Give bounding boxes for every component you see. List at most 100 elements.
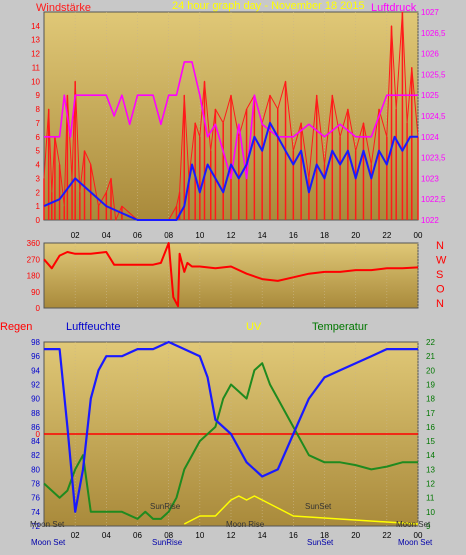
y-tick-label: 86 bbox=[31, 423, 40, 432]
x-tick-label: 20 bbox=[351, 531, 360, 540]
x-tick-label: 00 bbox=[414, 231, 423, 240]
panel3-right-axis: 9 10 11 12 13 14 15 16 17 18 19 20 21 22 bbox=[426, 338, 435, 531]
temperature-line bbox=[43, 362, 418, 520]
x-tick-label: 18 bbox=[320, 231, 329, 240]
panel3-grid bbox=[74, 342, 419, 526]
sunset-label: SunSet bbox=[305, 502, 332, 511]
y-tick-label: 7 bbox=[36, 119, 41, 128]
y-tick-label: 21 bbox=[426, 352, 435, 361]
y-tick-label: 22 bbox=[426, 338, 435, 347]
x-tick-label: 10 bbox=[195, 231, 204, 240]
y-tick-label: 76 bbox=[31, 494, 40, 503]
uv-line bbox=[183, 495, 419, 525]
y-tick-label: 13 bbox=[426, 465, 435, 474]
x-tick-label: 06 bbox=[133, 531, 142, 540]
y-tick-label: 18 bbox=[426, 395, 435, 404]
y-tick-label: 1022,5 bbox=[421, 195, 446, 204]
y-tick-label: 1026 bbox=[421, 50, 439, 59]
wind-average-line bbox=[43, 121, 418, 221]
y-tick-label: 78 bbox=[31, 480, 40, 489]
x-tick-label: 16 bbox=[289, 531, 298, 540]
y-tick-label: 5 bbox=[36, 147, 41, 156]
y-tick-label: 3 bbox=[36, 174, 41, 183]
y-tick-label: 16 bbox=[426, 423, 435, 432]
x-tick-label: 14 bbox=[258, 231, 267, 240]
y-tick-label: 9 bbox=[36, 91, 41, 100]
x-tick-label: 12 bbox=[227, 231, 236, 240]
pressure-label: Luftdruck bbox=[371, 2, 417, 14]
y-tick-label: 360 bbox=[27, 239, 41, 248]
temperature-label: Temperatur bbox=[312, 321, 368, 333]
y-tick-label: 1025 bbox=[421, 91, 439, 100]
rain-label: Regen bbox=[0, 321, 32, 333]
y-tick-label: 0 bbox=[36, 216, 41, 225]
axis-sunset-label: SunSet bbox=[307, 538, 334, 547]
y-tick-label: 1022 bbox=[421, 216, 439, 225]
y-tick-label: 17 bbox=[426, 409, 435, 418]
y-tick-label: 180 bbox=[27, 272, 41, 281]
y-tick-label: 94 bbox=[31, 366, 40, 375]
y-tick-label: 98 bbox=[31, 338, 40, 347]
direction-letter: N bbox=[436, 240, 444, 252]
axis-moon-set-right-label: Moon Set bbox=[398, 538, 433, 547]
panel1-series bbox=[43, 11, 419, 221]
y-tick-label: 1026,5 bbox=[421, 29, 446, 38]
x-tick-label: 02 bbox=[71, 231, 80, 240]
y-tick-label: 92 bbox=[31, 380, 40, 389]
uv-label: UV bbox=[246, 321, 262, 333]
y-tick-label: 72 bbox=[31, 522, 40, 531]
y-tick-label: 13 bbox=[31, 36, 40, 45]
panel3-left-axis: 72 74 76 78 80 82 84 86 88 90 92 94 96 98 0 bbox=[31, 338, 40, 531]
x-tick-label: 04 bbox=[102, 231, 111, 240]
x-tick-label: 10 bbox=[195, 531, 204, 540]
humidity-line bbox=[44, 340, 418, 513]
y-tick-label: 10 bbox=[31, 77, 40, 86]
y-tick-label: 12 bbox=[426, 480, 435, 489]
y-tick-label: 14 bbox=[426, 451, 435, 460]
wind-direction-line bbox=[43, 242, 419, 308]
direction-letter: W bbox=[436, 255, 447, 267]
y-tick-label: 14 bbox=[31, 22, 40, 31]
x-tick-label: 14 bbox=[258, 531, 267, 540]
y-tick-label: 15 bbox=[426, 437, 435, 446]
y-tick-label: 1023,5 bbox=[421, 154, 446, 163]
y-tick-label: 1024 bbox=[421, 133, 439, 142]
moon-set-right-label: Moon Set bbox=[396, 520, 431, 529]
y-tick-label: 19 bbox=[426, 380, 435, 389]
y-tick-label: 8 bbox=[36, 105, 41, 114]
y-tick-label: 90 bbox=[31, 395, 40, 404]
x-tick-label: 08 bbox=[164, 231, 173, 240]
y-tick-label: 11 bbox=[426, 494, 435, 503]
y-tick-label: 80 bbox=[31, 465, 40, 474]
x-tick-label: 08 bbox=[164, 531, 173, 540]
y-tick-label: 10 bbox=[426, 508, 435, 517]
y-tick-label: 12 bbox=[31, 50, 40, 59]
y-tick-label: 88 bbox=[31, 409, 40, 418]
humidity-label: Luftfeuchte bbox=[66, 321, 120, 333]
y-tick-label: 270 bbox=[27, 255, 41, 264]
y-tick-label: 82 bbox=[31, 451, 40, 460]
y-tick-label: 11 bbox=[32, 63, 41, 72]
pressure-line bbox=[44, 61, 418, 180]
x-tick-label: 16 bbox=[289, 231, 298, 240]
panel2-left-axis: 0 90 180 270 360 bbox=[27, 239, 41, 313]
y-tick-label: 84 bbox=[31, 437, 40, 446]
y-tick-label: 1 bbox=[36, 202, 41, 211]
x-tick-label: 20 bbox=[351, 231, 360, 240]
y-tick-label: 4 bbox=[36, 161, 41, 170]
panel2-series bbox=[43, 242, 419, 308]
x-tick-label: 06 bbox=[133, 231, 142, 240]
x-tick-label: 18 bbox=[320, 531, 329, 540]
x-tick-label: 12 bbox=[227, 531, 236, 540]
y-tick-label: 74 bbox=[31, 508, 40, 517]
panel2-grid bbox=[74, 243, 419, 308]
y-tick-label: 20 bbox=[426, 366, 435, 375]
panel3-x-axis: 02 04 06 08 10 12 14 16 18 20 22 00 bbox=[71, 531, 423, 540]
y-tick-label: 0 bbox=[36, 304, 41, 313]
y-tick-label: 1023 bbox=[421, 174, 439, 183]
chart-title: 24 hour graph day - November 18 2015 bbox=[172, 0, 365, 12]
y-tick-label: 96 bbox=[31, 352, 40, 361]
moon-set-left-label: Moon Set bbox=[30, 520, 65, 529]
